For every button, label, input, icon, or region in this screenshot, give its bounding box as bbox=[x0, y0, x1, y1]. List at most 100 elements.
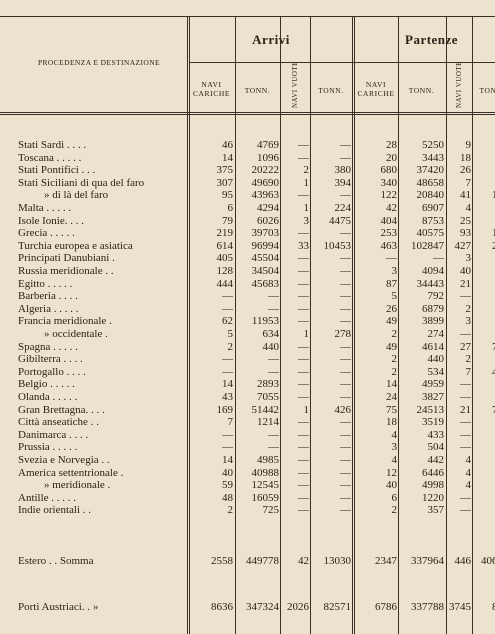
table-cell: — bbox=[340, 491, 351, 504]
table-cell: 7 bbox=[465, 365, 472, 378]
table-cell: — bbox=[268, 353, 279, 366]
row-label: Olanda . . . . . bbox=[18, 391, 78, 403]
table-cell: 37420 bbox=[416, 164, 445, 177]
table-cell: — bbox=[340, 416, 351, 429]
table-cell: — bbox=[298, 504, 309, 517]
table-cell: 4614 bbox=[422, 340, 444, 353]
table-cell: 24513 bbox=[416, 403, 445, 416]
rule bbox=[472, 16, 473, 634]
table-cell: 4959 bbox=[422, 378, 444, 391]
table-cell: 25 bbox=[492, 239, 495, 252]
table-cell: 93 bbox=[460, 227, 471, 240]
row-label: Indie orientali . . bbox=[18, 504, 92, 517]
rule bbox=[235, 16, 236, 634]
table-cell: — bbox=[298, 391, 309, 403]
table-cell: — bbox=[268, 290, 279, 303]
table-cell: 6 bbox=[473, 315, 495, 327]
row-label: Turchia europea e asiatica bbox=[18, 239, 133, 252]
table-cell: 440 bbox=[262, 340, 280, 353]
header-label: Arrivi bbox=[252, 32, 290, 47]
table-cell: 2 bbox=[473, 215, 495, 227]
table-cell: 42 bbox=[386, 202, 397, 214]
table-cell: 62 bbox=[222, 315, 233, 328]
row-label: Spagna . . . . . bbox=[18, 340, 78, 353]
table-cell: 6446 bbox=[422, 466, 444, 479]
table-cell: 4 bbox=[465, 454, 472, 466]
row-label: Isole Ionie. . . . bbox=[18, 214, 84, 227]
row-label: Francia meridionale . bbox=[18, 315, 112, 328]
table-cell: 96994 bbox=[251, 239, 280, 252]
table-cell: 375 bbox=[216, 164, 234, 177]
header-label: Partenze bbox=[405, 32, 459, 47]
table-cell: 49 bbox=[386, 315, 397, 328]
table-cell: — bbox=[268, 365, 279, 378]
table-cell: — bbox=[222, 441, 233, 454]
table-cell: 14 bbox=[222, 454, 233, 466]
table-cell: 1 bbox=[303, 176, 310, 189]
table-cell: — bbox=[298, 315, 309, 328]
table-cell: 6 bbox=[227, 202, 234, 214]
table-cell: 5 bbox=[227, 328, 234, 340]
row-label: Porti Austriaci. . » bbox=[18, 601, 99, 613]
table-cell: 219 bbox=[216, 227, 234, 240]
row-label: Antille . . . . . bbox=[18, 491, 77, 504]
rule bbox=[0, 112, 495, 113]
table-cell: 2893 bbox=[257, 378, 279, 391]
table-cell: — bbox=[460, 428, 471, 441]
table-cell: 10453 bbox=[323, 239, 352, 252]
row-label: Svezia e Norvegia . . bbox=[18, 454, 110, 466]
table-cell: 14 bbox=[386, 378, 397, 391]
table-cell: 43963 bbox=[251, 189, 280, 202]
table-cell: 357 bbox=[427, 504, 445, 517]
table-cell: 4 bbox=[473, 164, 495, 176]
table-cell: 1220 bbox=[422, 491, 444, 504]
table-cell: 4 bbox=[391, 428, 398, 441]
table-cell: 446 bbox=[454, 555, 472, 567]
row-label: Estero . . Somma bbox=[18, 555, 94, 567]
table-cell: — bbox=[340, 340, 351, 353]
table-cell: — bbox=[298, 466, 309, 479]
row-label: Malta . . . . . bbox=[18, 202, 72, 214]
table-cell: 40 bbox=[386, 479, 397, 492]
table-cell: — bbox=[298, 454, 309, 466]
column-header: NAVI VUOTE bbox=[291, 61, 299, 108]
table-cell: 534 bbox=[427, 365, 445, 378]
table-cell: 79 bbox=[222, 214, 233, 227]
table-cell: 792 bbox=[427, 290, 445, 303]
table-cell: 404 bbox=[380, 214, 398, 227]
table-cell: — bbox=[460, 491, 471, 504]
table-cell: 7 bbox=[465, 176, 472, 189]
table-cell: 12545 bbox=[251, 479, 280, 492]
table-cell: 427 bbox=[454, 239, 472, 252]
table-cell: — bbox=[222, 428, 233, 441]
table-cell: — bbox=[298, 277, 309, 290]
table-cell: 45683 bbox=[251, 277, 280, 290]
table-cell: 7055 bbox=[257, 391, 279, 403]
row-label: Danimarca . . . . bbox=[18, 428, 89, 441]
table-cell: 2 bbox=[227, 504, 234, 517]
table-cell: — bbox=[340, 151, 351, 164]
table-cell: 4985 bbox=[257, 454, 279, 466]
table-cell: 463 bbox=[380, 239, 398, 252]
table-cell: 48658 bbox=[416, 176, 445, 189]
table-cell: 24 bbox=[386, 391, 397, 403]
table-cell: 6879 bbox=[422, 302, 444, 315]
table-cell: 128 bbox=[216, 265, 234, 277]
table-cell: 6786 bbox=[375, 601, 397, 613]
table-cell: 504 bbox=[427, 441, 445, 454]
table-cell: 122 bbox=[380, 189, 398, 202]
table-cell: 34443 bbox=[416, 277, 445, 290]
table-cell: 20840 bbox=[416, 189, 445, 202]
table-cell: — bbox=[340, 441, 351, 454]
row-label: Stati Pontifici . . . bbox=[18, 164, 96, 177]
table-cell: — bbox=[298, 378, 309, 391]
table-cell: 87 bbox=[386, 277, 397, 290]
table-cell: 169 bbox=[216, 403, 234, 416]
row-label: Principati Danubiani . bbox=[18, 252, 115, 265]
table-cell: — bbox=[340, 428, 351, 441]
table-cell: 26 bbox=[386, 302, 397, 315]
table-cell: — bbox=[298, 265, 309, 277]
table-cell: 4060 bbox=[481, 555, 495, 567]
table-cell: 405 bbox=[216, 252, 234, 265]
